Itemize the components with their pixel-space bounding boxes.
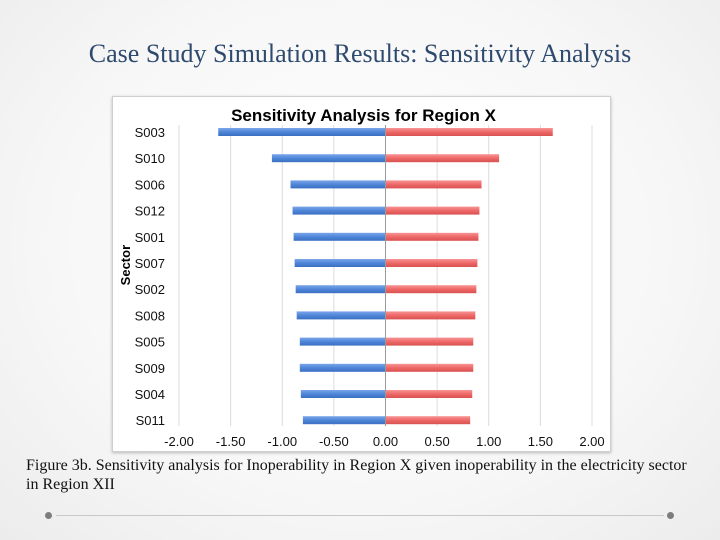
bar-positive	[385, 311, 476, 320]
x-tick-label: 2.00	[579, 434, 604, 449]
footer-dot-left	[45, 512, 52, 519]
bar-negative	[292, 206, 386, 215]
category-label: S006	[135, 177, 165, 192]
bar-positive	[385, 206, 480, 215]
category-label: S001	[135, 230, 165, 245]
category-label: S011	[136, 413, 165, 428]
bar-negative	[300, 390, 386, 398]
bar-positive	[385, 390, 473, 398]
bar-negative	[293, 232, 386, 241]
bar-negative	[302, 416, 386, 425]
category-label: S008	[135, 308, 165, 323]
bar-positive	[385, 232, 479, 241]
bar-positive	[385, 285, 477, 294]
footer-rule	[56, 515, 664, 516]
category-label: S009	[135, 361, 165, 376]
bar-positive	[385, 180, 482, 189]
bar-positive	[385, 128, 553, 136]
chart-title: Sensitivity Analysis for Region X	[231, 106, 496, 125]
x-tick-label: 1.00	[476, 434, 501, 449]
bar-positive	[385, 154, 500, 163]
x-tick-label: -2.00	[164, 434, 194, 449]
figure-caption: Figure 3b. Sensitivity analysis for Inop…	[26, 457, 687, 493]
bar-positive	[385, 337, 474, 346]
category-label: S003	[135, 125, 165, 140]
x-tick-label: -1.50	[216, 434, 246, 449]
bar-negative	[271, 154, 386, 163]
x-tick-label: -0.50	[319, 434, 349, 449]
y-axis-title: Sector	[118, 245, 133, 285]
bar-negative	[299, 337, 386, 346]
bar-negative	[296, 311, 386, 320]
bar-negative	[295, 285, 386, 294]
bar-positive	[385, 259, 478, 267]
x-tick-label: 0.50	[424, 434, 449, 449]
bar-negative	[299, 363, 386, 372]
chart-container: Sensitivity Analysis for Region X Sector -…	[112, 96, 611, 452]
category-label: S002	[135, 282, 165, 297]
x-tick-label: -1.00	[267, 434, 297, 449]
bar-positive	[385, 416, 471, 425]
category-label: S010	[135, 151, 165, 166]
footer-dot-right	[667, 512, 674, 519]
category-label: S005	[135, 335, 165, 350]
bar-negative	[218, 128, 386, 136]
x-tick-label: 0.00	[373, 434, 398, 449]
bar-positive	[385, 363, 474, 372]
category-label: S007	[135, 256, 165, 271]
slide-title: Case Study Simulation Results: Sensitivi…	[88, 39, 632, 68]
category-label: S004	[135, 387, 165, 402]
bar-negative	[290, 180, 386, 189]
x-tick-label: 1.50	[528, 434, 553, 449]
category-label: S012	[135, 204, 165, 219]
bar-negative	[294, 259, 386, 267]
sensitivity-chart: Sensitivity Analysis for Region X Sector -…	[118, 106, 605, 449]
